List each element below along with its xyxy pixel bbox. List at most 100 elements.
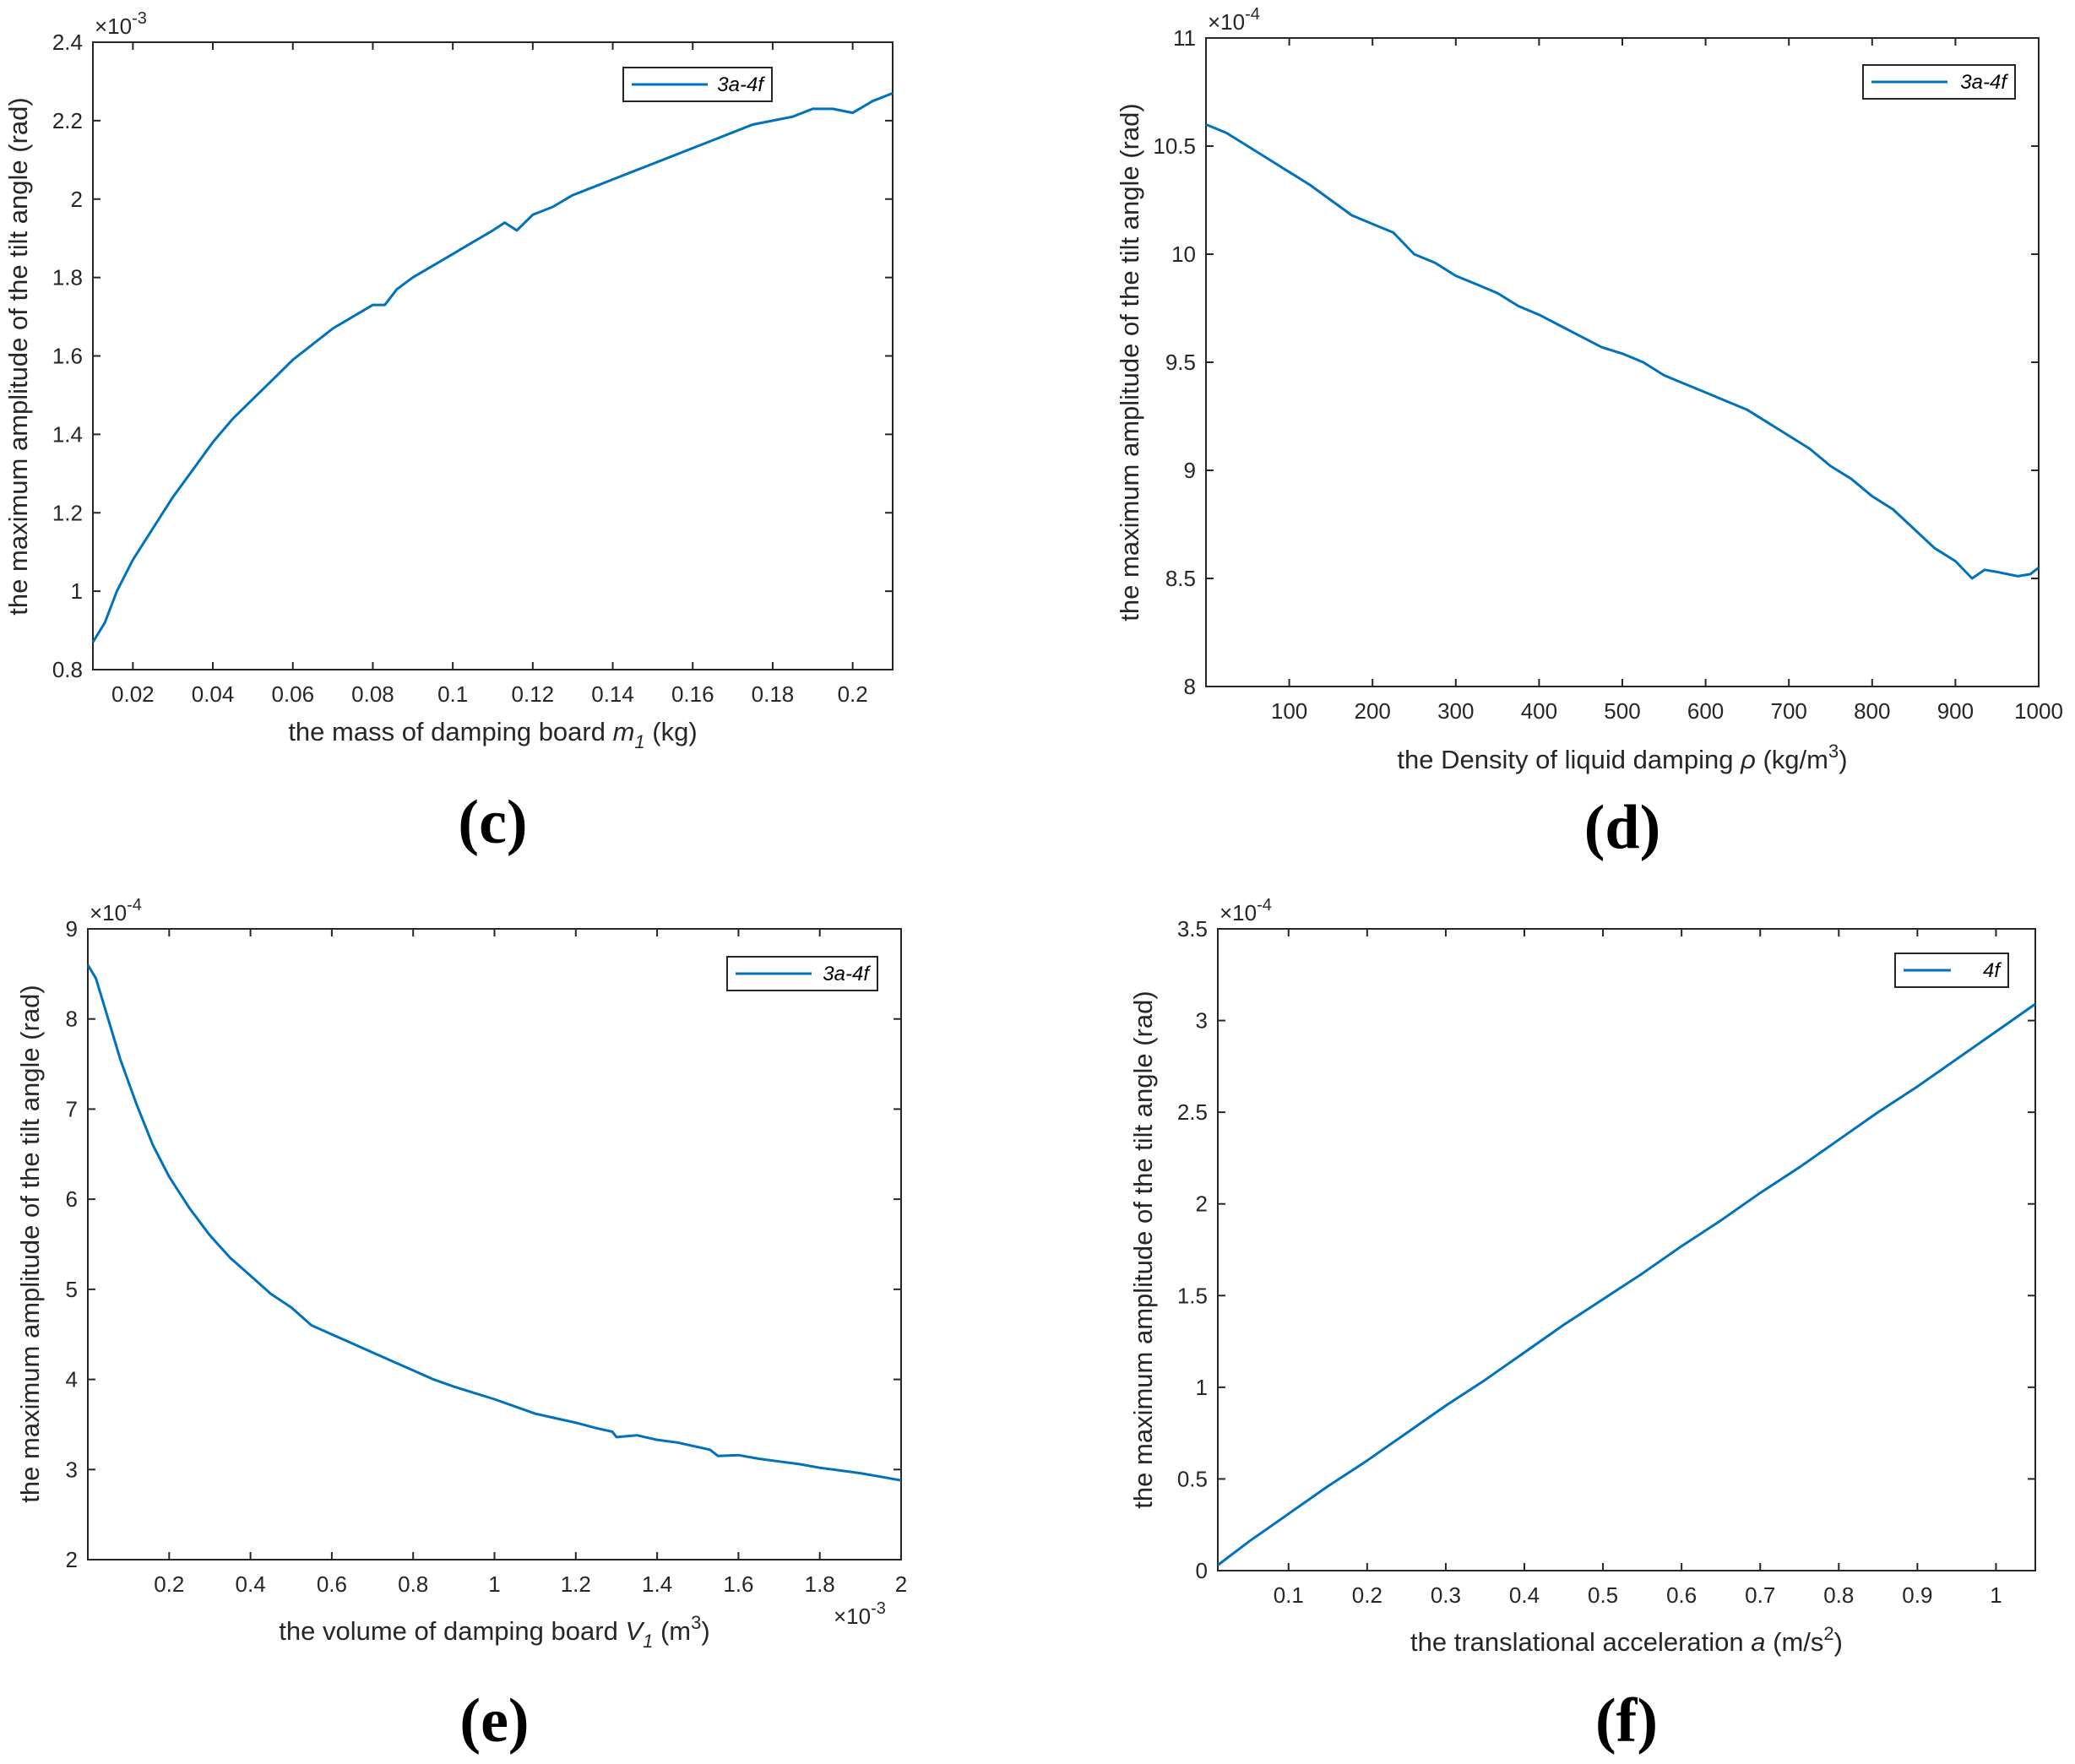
series-line-3a-4f	[1205, 123, 2040, 580]
y-tick-label: 1	[71, 578, 83, 604]
y-tick-label: 3.5	[1177, 916, 1208, 942]
series-line-4f	[1217, 1002, 2036, 1566]
plot-area-frame	[1217, 928, 2036, 1571]
y-tick-label: 8	[66, 1007, 78, 1032]
chart-panel-0: 0.02 0.04 0.06 0.08 0.1 0.12 0.14 0.16 0.18 0.2 0.…	[3, 9, 894, 857]
panel-label: (f)	[1595, 1686, 1658, 1756]
x-tick-label: 1.2	[561, 1571, 591, 1597]
x-tick-label: 0.2	[838, 681, 868, 707]
y-tick-label: 2.4	[52, 30, 83, 55]
chart-panel-1: 100 200 300 400 500 600 700 800 900 1000 8 8.5 9 9.5 1…	[1115, 5, 2063, 862]
chart-panel-3: 0.1 0.2 0.3 0.4 0.5 0.6 0.7 0.8 0.9 1 0 0.5 1 1.5 2 2.5…	[1128, 896, 2036, 1756]
y-tick-label: 8	[1184, 674, 1196, 699]
y-tick-label: 1.4	[52, 421, 83, 447]
legend-label: 3a-4f	[1960, 71, 2008, 94]
y-axis-label: the maximum amplitude of the tilt angle …	[1128, 991, 1158, 1508]
y-tick-label: 3	[1196, 1008, 1208, 1034]
y-tick-label: 9	[1184, 458, 1196, 483]
panel-label: (c)	[458, 788, 527, 857]
y-tick-label: 0	[1196, 1558, 1208, 1583]
x-tick-label: 2	[895, 1571, 907, 1597]
legend-label: 3a-4f	[823, 963, 871, 985]
legend-label: 3a-4f	[717, 73, 765, 96]
x-tick-label: 0.4	[236, 1571, 266, 1597]
y-tick-label: 2	[66, 1547, 78, 1572]
y-tick-label: 5	[66, 1277, 78, 1302]
x-tick-label: 1	[488, 1571, 500, 1597]
x-tick-label: 1.4	[642, 1571, 672, 1597]
y-exponent-label: ×10-4	[1208, 5, 1260, 35]
x-tick-label: 0.2	[1352, 1582, 1382, 1608]
x-axis-label: the volume of damping board V1 (m3)	[279, 1612, 709, 1652]
y-tick-label: 2.5	[1177, 1099, 1208, 1125]
x-tick-label: 0.04	[192, 681, 235, 707]
y-tick-label: 11	[1173, 25, 1196, 51]
x-tick-label: 1.6	[723, 1571, 753, 1597]
plot-area-frame	[1205, 37, 2040, 687]
y-tick-label: 2	[71, 187, 83, 212]
panel-label: (e)	[459, 1686, 529, 1756]
y-exponent-label: ×10-4	[90, 896, 142, 925]
x-exponent-label: ×10-3	[834, 1599, 886, 1629]
x-tick-label: 0.1	[437, 681, 468, 707]
y-axis-label: the maximum amplitude of the tilt angle …	[15, 985, 45, 1502]
x-tick-label: 500	[1604, 698, 1640, 724]
y-tick-label: 9	[66, 916, 78, 942]
panel-label: (d)	[1584, 793, 1660, 862]
y-tick-label: 8.5	[1165, 566, 1196, 591]
y-tick-label: 3	[66, 1457, 78, 1482]
x-tick-label: 700	[1771, 698, 1807, 724]
x-tick-label: 0.7	[1745, 1582, 1775, 1608]
x-tick-label: 300	[1437, 698, 1474, 724]
x-tick-label: 0.6	[1666, 1582, 1697, 1608]
x-axis-label: the mass of damping board m1 (kg)	[288, 717, 697, 752]
series-line-3a-4f	[86, 963, 902, 1482]
y-tick-label: 4	[66, 1367, 78, 1392]
plot-area-frame	[92, 41, 894, 670]
x-tick-label: 0.1	[1274, 1582, 1304, 1608]
x-tick-label: 0.08	[351, 681, 394, 707]
x-tick-label: 0.12	[512, 681, 555, 707]
y-tick-label: 1.8	[52, 265, 83, 290]
x-tick-label: 1000	[2014, 698, 2063, 724]
x-tick-label: 0.4	[1509, 1582, 1540, 1608]
y-tick-label: 10	[1171, 242, 1196, 267]
y-tick-label: 1	[1196, 1375, 1208, 1400]
x-tick-label: 200	[1355, 698, 1391, 724]
x-tick-label: 600	[1687, 698, 1724, 724]
x-tick-label: 0.06	[271, 681, 314, 707]
x-tick-label: 1.8	[805, 1571, 835, 1597]
y-tick-label: 2.2	[52, 108, 83, 133]
x-tick-label: 100	[1271, 698, 1307, 724]
plot-area-frame	[87, 928, 902, 1560]
x-tick-label: 0.3	[1431, 1582, 1461, 1608]
x-tick-label: 400	[1521, 698, 1557, 724]
x-tick-label: 0.8	[1823, 1582, 1854, 1608]
x-tick-label: 0.8	[398, 1571, 428, 1597]
series-line-3a-4f	[91, 92, 894, 643]
y-tick-label: 0.5	[1177, 1466, 1208, 1491]
x-tick-label: 900	[1937, 698, 1974, 724]
y-axis-label: the maximum amplitude of the tilt angle …	[1115, 103, 1144, 621]
x-axis-label: the translational acceleration a (m/s2)	[1410, 1623, 1843, 1657]
y-tick-label: 10.5	[1153, 133, 1196, 159]
x-tick-label: 0.5	[1588, 1582, 1618, 1608]
y-tick-label: 0.8	[52, 657, 83, 682]
y-tick-label: 9.5	[1165, 350, 1196, 375]
x-tick-label: 0.14	[591, 681, 634, 707]
x-tick-label: 1	[1990, 1582, 2002, 1608]
y-tick-label: 2	[1196, 1191, 1208, 1217]
legend-label: 4f	[1983, 959, 2002, 982]
x-axis-label: the Density of liquid damping ρ (kg/m3)	[1397, 741, 1847, 774]
x-tick-label: 0.02	[111, 681, 155, 707]
y-tick-label: 7	[66, 1096, 78, 1121]
y-exponent-label: ×10-3	[95, 9, 147, 39]
y-tick-label: 6	[66, 1186, 78, 1212]
x-tick-label: 800	[1854, 698, 1890, 724]
x-tick-label: 0.9	[1902, 1582, 1932, 1608]
chart-panel-2: 0.2 0.4 0.6 0.8 1 1.2 1.4 1.6 1.8 2 2 3 4 5 6 7 8 9 ×10-4 ×…	[15, 896, 907, 1756]
x-tick-label: 0.16	[671, 681, 714, 707]
y-axis-label: the maximum amplitude of the tilt angle …	[3, 97, 33, 615]
x-tick-label: 0.6	[317, 1571, 347, 1597]
